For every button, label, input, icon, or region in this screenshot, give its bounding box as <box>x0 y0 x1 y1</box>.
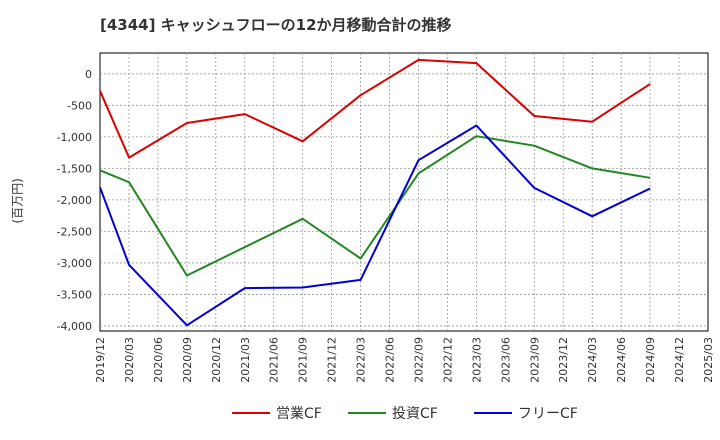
x-tick-label: 2022/03 <box>355 337 368 383</box>
chart-title: [4344] キャッシュフローの12か月移動合計の推移 <box>100 16 452 34</box>
y-tick-label: -3,000 <box>57 257 92 270</box>
x-tick-label: 2022/06 <box>384 337 397 383</box>
series-lines <box>99 58 651 327</box>
x-tick-label: 2022/09 <box>412 337 425 383</box>
x-tick-label: 2023/09 <box>528 337 541 383</box>
x-tick-label: 2023/12 <box>557 337 570 383</box>
y-tick-label: -2,000 <box>57 194 92 207</box>
x-tick-label: 2021/09 <box>297 337 310 383</box>
legend-item: フリーCF <box>474 406 578 422</box>
x-tick-label: 2021/03 <box>239 337 252 383</box>
x-tick-label: 2020/03 <box>123 337 136 383</box>
legend-item: 投資CF <box>348 406 438 422</box>
x-tick-label: 2020/09 <box>181 337 194 383</box>
x-tick-label: 2024/06 <box>615 337 628 383</box>
x-tick-label: 2025/03 <box>702 337 715 383</box>
legend-label: フリーCF <box>518 406 578 422</box>
legend-label: 営業CF <box>276 406 322 422</box>
x-tick-label: 2020/06 <box>152 337 165 383</box>
x-tick-label: 2022/12 <box>441 337 454 383</box>
y-tick-label: -4,000 <box>57 320 92 333</box>
x-tick-label: 2024/03 <box>586 337 599 383</box>
legend: 営業CF 投資CF フリーCF <box>232 406 578 422</box>
grid-lines <box>100 53 708 331</box>
x-tick-label: 2019/12 <box>94 337 107 383</box>
x-axis-ticks: 2019/12 2020/03 2020/06 2020/09 2020/12 2021/… <box>94 337 715 383</box>
x-tick-label: 2023/06 <box>499 337 512 383</box>
x-tick-label: 2021/06 <box>268 337 281 383</box>
x-tick-label: 2023/03 <box>470 337 483 383</box>
series-line-投資CF <box>99 135 651 277</box>
y-tick-label: -1,000 <box>57 131 92 144</box>
y-tick-label: -1,500 <box>57 162 92 175</box>
x-tick-label: 2024/09 <box>644 337 657 383</box>
x-tick-label: 2021/12 <box>326 337 339 383</box>
x-tick-label: 2024/12 <box>673 337 686 383</box>
x-tick-label: 2020/12 <box>210 337 223 383</box>
y-tick-label: -3,500 <box>57 288 92 301</box>
y-tick-label: -2,500 <box>57 225 92 238</box>
y-axis-ticks: 0 -500 -1,000 -1,500 -2,000 -2,500 -3,000 -3,50… <box>57 68 92 333</box>
legend-label: 投資CF <box>392 406 438 422</box>
legend-item: 営業CF <box>232 406 322 422</box>
y-tick-label: -500 <box>67 99 92 112</box>
y-tick-label: 0 <box>85 68 92 81</box>
